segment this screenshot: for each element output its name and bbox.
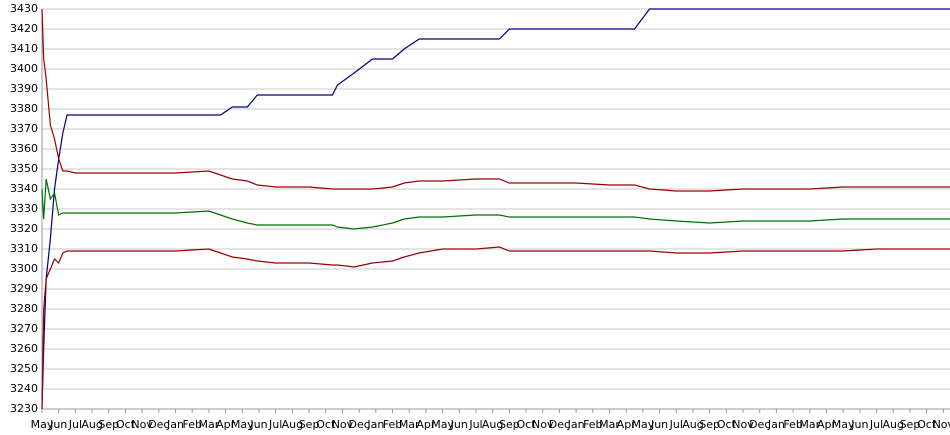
x-tick-label: Oct xyxy=(717,418,737,431)
x-tick-label: Jul xyxy=(268,418,282,431)
x-tick-label: Sep xyxy=(299,418,320,431)
x-tick-label: Mar xyxy=(399,418,420,431)
x-tick-label: May xyxy=(431,418,454,431)
x-tick-label: Feb xyxy=(383,418,402,431)
x-tick-label: Sep xyxy=(499,418,520,431)
x-tick-label: Apr xyxy=(617,418,637,431)
x-tick-label: Mar xyxy=(199,418,220,431)
x-tick-label: Sep xyxy=(699,418,720,431)
x-tick-label: Jul xyxy=(869,418,883,431)
y-tick-label: 3400 xyxy=(10,62,38,75)
x-tick-label: May xyxy=(832,418,855,431)
series-line xyxy=(41,178,950,230)
y-tick-label: 3340 xyxy=(10,182,38,195)
x-tick-label: Jun xyxy=(450,418,468,431)
x-tick-label: Oct xyxy=(316,418,336,431)
x-tick-label: Jan xyxy=(166,418,184,431)
x-tick-label: Dec xyxy=(148,418,169,431)
x-tick-label: Sep xyxy=(98,418,119,431)
x-tick-label: Aug xyxy=(482,418,503,431)
y-tick-label: 3320 xyxy=(10,222,38,235)
x-tick-label: Aug xyxy=(883,418,904,431)
y-tick-label: 3360 xyxy=(10,142,38,155)
y-tick-label: 3430 xyxy=(10,2,38,15)
y-tick-label: 3390 xyxy=(10,82,38,95)
x-tick-label: Feb xyxy=(182,418,201,431)
x-tick-label: Nov xyxy=(732,418,754,431)
series-line xyxy=(41,246,950,410)
y-tick-label: 3370 xyxy=(10,122,38,135)
x-tick-label: Sep xyxy=(900,418,921,431)
series-line xyxy=(41,8,950,410)
y-tick-label: 3260 xyxy=(10,342,38,355)
x-tick-label: Nov xyxy=(131,418,153,431)
x-tick-label: May xyxy=(231,418,254,431)
y-tick-label: 3270 xyxy=(10,322,38,335)
x-tick-label: Aug xyxy=(282,418,303,431)
x-tick-label: Jan xyxy=(567,418,585,431)
x-tick-label: Nov xyxy=(933,418,950,431)
x-tick-label: Feb xyxy=(583,418,602,431)
y-tick-label: 3300 xyxy=(10,262,38,275)
y-tick-label: 3250 xyxy=(10,362,38,375)
x-tick-label: Jan xyxy=(366,418,384,431)
x-tick-label: May xyxy=(632,418,655,431)
x-tick-label: Mar xyxy=(599,418,620,431)
x-tick-label: May xyxy=(31,418,54,431)
x-tick-label: Aug xyxy=(81,418,102,431)
x-tick-label: Jul xyxy=(669,418,683,431)
x-tick-label: Jun xyxy=(650,418,668,431)
x-tick-label: Apr xyxy=(416,418,436,431)
x-tick-label: Jun xyxy=(249,418,267,431)
x-tick-label: Jun xyxy=(850,418,868,431)
y-tick-label: 3230 xyxy=(10,402,38,415)
x-tick-label: Aug xyxy=(682,418,703,431)
y-tick-label: 3290 xyxy=(10,282,38,295)
x-tick-label: Apr xyxy=(216,418,236,431)
x-tick-label: Nov xyxy=(532,418,554,431)
x-tick-label: Apr xyxy=(817,418,837,431)
series-line xyxy=(41,8,950,192)
y-tick-label: 3380 xyxy=(10,102,38,115)
x-tick-label: Oct xyxy=(517,418,537,431)
y-tick-label: 3280 xyxy=(10,302,38,315)
y-tick-label: 3330 xyxy=(10,202,38,215)
y-tick-label: 3240 xyxy=(10,382,38,395)
x-tick-label: Jul xyxy=(68,418,82,431)
x-tick-label: Mar xyxy=(799,418,820,431)
x-tick-label: Dec xyxy=(749,418,770,431)
x-tick-label: Dec xyxy=(348,418,369,431)
x-tick-label: Jul xyxy=(468,418,482,431)
x-tick-label: Nov xyxy=(332,418,354,431)
y-tick-label: 3350 xyxy=(10,162,38,175)
x-tick-label: Feb xyxy=(783,418,802,431)
x-tick-label: Dec xyxy=(549,418,570,431)
y-tick-label: 3310 xyxy=(10,242,38,255)
x-tick-label: Jun xyxy=(49,418,67,431)
x-tick-label: Oct xyxy=(917,418,937,431)
y-tick-label: 3420 xyxy=(10,22,38,35)
x-tick-label: Oct xyxy=(116,418,136,431)
y-tick-label: 3410 xyxy=(10,42,38,55)
x-tick-label: Jan xyxy=(767,418,785,431)
